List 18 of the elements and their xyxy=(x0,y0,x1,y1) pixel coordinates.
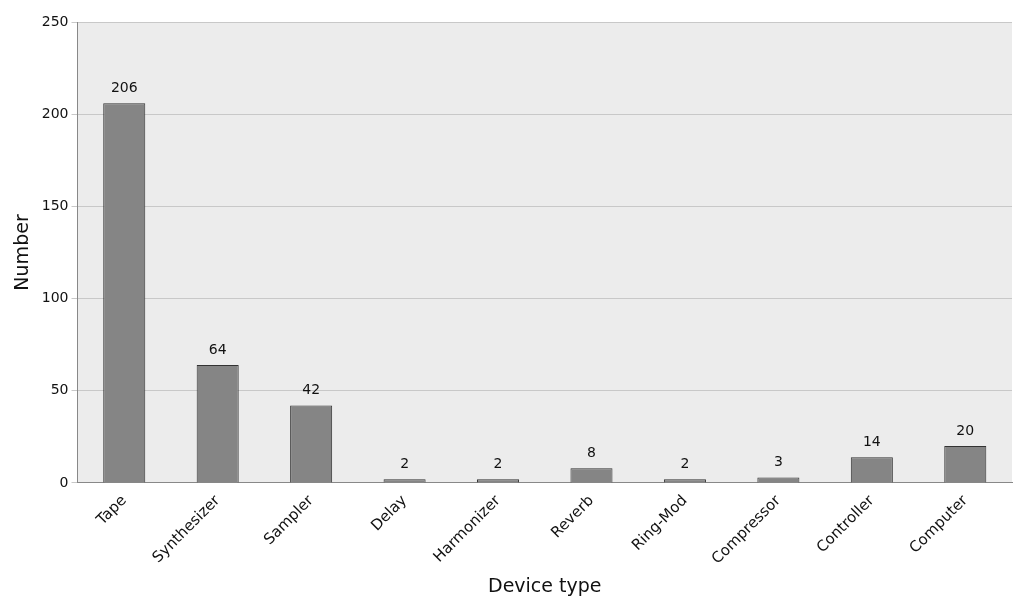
y-tick-label: 150 xyxy=(41,197,69,214)
data-label: 20 xyxy=(956,421,975,438)
data-label: 42 xyxy=(302,381,321,398)
data-label: 14 xyxy=(862,432,881,449)
y-tick-label: 200 xyxy=(41,104,69,121)
y-tick-label: 0 xyxy=(59,473,69,490)
x-axis-title: Device type xyxy=(488,573,602,596)
y-tick-label: 50 xyxy=(50,381,69,398)
data-label: 3 xyxy=(773,453,783,470)
data-label: 2 xyxy=(493,454,503,471)
data-label: 206 xyxy=(110,78,138,95)
data-label: 8 xyxy=(587,443,596,460)
y-tick-label: 250 xyxy=(41,12,69,29)
y-axis-title: Number xyxy=(10,214,33,291)
data-label: 2 xyxy=(400,454,410,471)
data-label: 2 xyxy=(680,454,690,471)
data-label: 64 xyxy=(208,340,227,357)
y-tick-label: 100 xyxy=(41,289,69,306)
